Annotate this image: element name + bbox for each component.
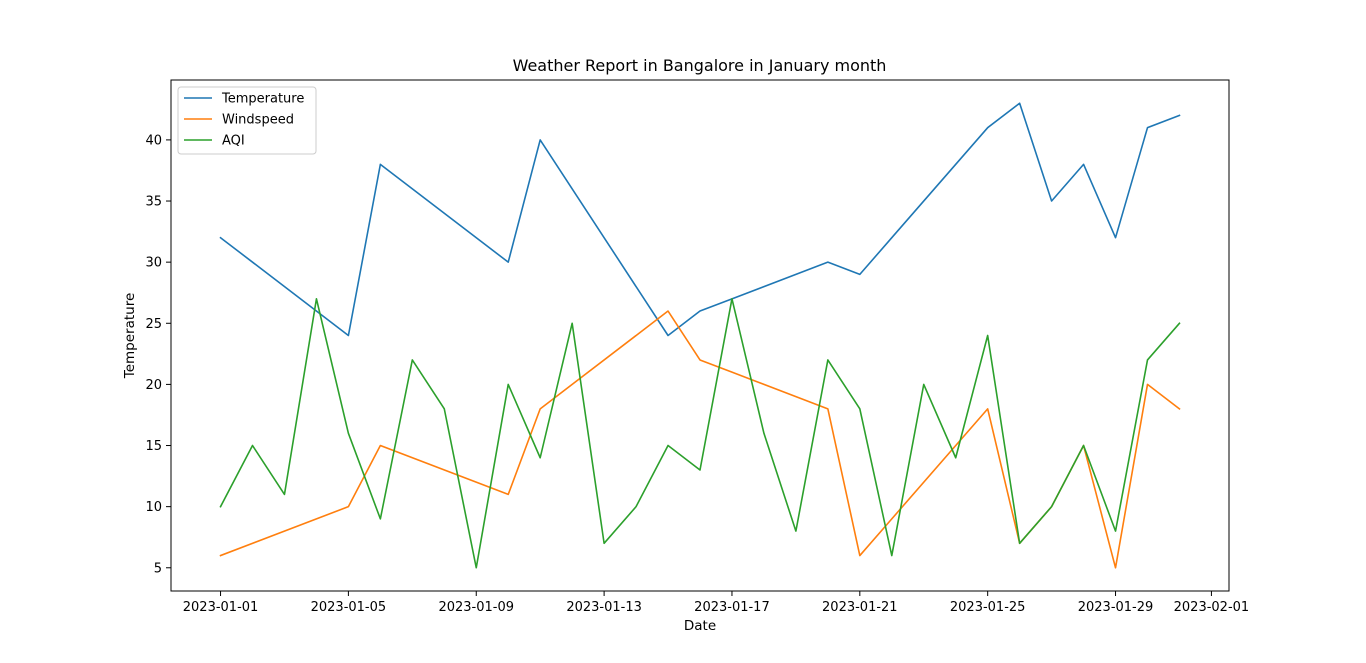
x-axis: 2023-01-01 2023-01-05 2023-01-09 2023-01-13… bbox=[183, 591, 1249, 615]
x-tick-label: 2023-01-09 bbox=[438, 600, 514, 615]
plot-area-frame bbox=[170, 79, 1230, 592]
y-tick-label: 20 bbox=[145, 378, 162, 393]
x-axis-label: Date bbox=[684, 618, 716, 634]
y-tick-label: 10 bbox=[145, 500, 162, 515]
y-tick-label: 25 bbox=[145, 317, 162, 332]
series-line-aqi bbox=[219, 298, 1181, 569]
legend-label-aqi: AQI bbox=[222, 134, 245, 149]
series-layer bbox=[219, 102, 1181, 569]
x-tick-label: 2023-01-05 bbox=[311, 600, 387, 615]
legend-items: Temperature Windspeed AQI bbox=[184, 92, 304, 149]
legend: Temperature Windspeed AQI bbox=[177, 86, 317, 155]
legend-label-windspeed: Windspeed bbox=[222, 113, 294, 128]
chart-title: Weather Report in Bangalore in January m… bbox=[513, 56, 887, 75]
y-axis-label: Temperature bbox=[122, 293, 138, 380]
x-tick-label: 2023-01-13 bbox=[566, 600, 642, 615]
y-tick-label: 15 bbox=[145, 439, 162, 454]
y-tick-label: 5 bbox=[154, 561, 162, 576]
series-line-temperature bbox=[219, 102, 1181, 337]
x-tick-label: 2023-01-25 bbox=[950, 600, 1026, 615]
y-tick-label: 40 bbox=[145, 133, 162, 148]
legend-box bbox=[177, 86, 317, 155]
y-tick-label: 35 bbox=[145, 195, 162, 210]
x-tick-label: 2023-01-29 bbox=[1078, 600, 1154, 615]
legend-label-temperature: Temperature bbox=[221, 92, 304, 107]
x-tick-label: 2023-02-01 bbox=[1174, 600, 1250, 615]
x-tick-label: 2023-01-17 bbox=[694, 600, 770, 615]
series-line-windspeed bbox=[219, 310, 1181, 569]
y-tick-label: 30 bbox=[145, 256, 162, 271]
y-axis: 5 10 15 20 25 30 35 40 bbox=[145, 133, 171, 576]
x-tick-label: 2023-01-21 bbox=[822, 600, 898, 615]
x-tick-label: 2023-01-01 bbox=[183, 600, 259, 615]
